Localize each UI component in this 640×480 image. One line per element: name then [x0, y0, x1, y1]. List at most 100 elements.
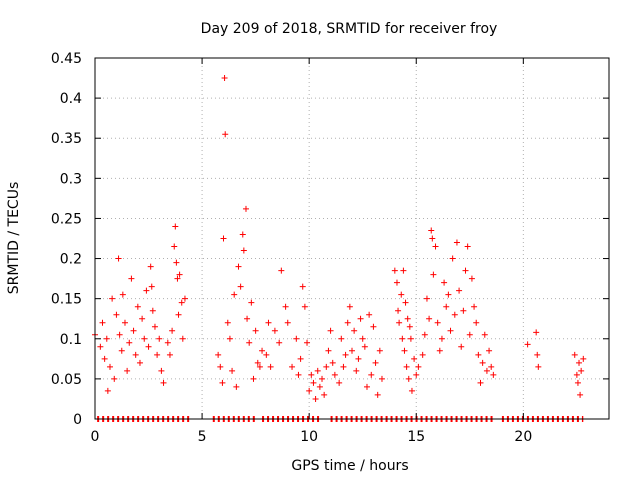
- y-tick-label: 0.25: [51, 211, 82, 227]
- data-point: [308, 371, 315, 378]
- data-point: [458, 343, 465, 350]
- data-point: [101, 355, 108, 362]
- y-tick-label: 0.3: [60, 171, 82, 187]
- data-point: [415, 363, 422, 370]
- data-point: [293, 335, 300, 342]
- data-point: [111, 375, 118, 382]
- x-tick-label: 5: [198, 429, 207, 445]
- data-point: [179, 335, 186, 342]
- data-point: [535, 363, 542, 370]
- data-point: [438, 335, 445, 342]
- data-point: [336, 379, 343, 386]
- data-point: [171, 243, 178, 250]
- data-point: [357, 315, 364, 322]
- data-point: [97, 343, 104, 350]
- data-point: [284, 319, 291, 326]
- data-point: [443, 303, 450, 310]
- data-point: [490, 371, 497, 378]
- data-point: [407, 335, 414, 342]
- data-point: [148, 283, 155, 290]
- data-point: [113, 311, 120, 318]
- y-tick-label: 0: [73, 412, 82, 428]
- data-point: [434, 319, 441, 326]
- data-point: [282, 303, 289, 310]
- data-point: [340, 363, 347, 370]
- data-point: [406, 323, 413, 330]
- data-point: [297, 355, 304, 362]
- data-point: [419, 351, 426, 358]
- data-point: [338, 335, 345, 342]
- data-point: [477, 379, 484, 386]
- data-point: [374, 391, 381, 398]
- data-point: [222, 131, 229, 138]
- data-point: [471, 303, 478, 310]
- data-point: [237, 283, 244, 290]
- data-point: [178, 299, 185, 306]
- data-point: [265, 319, 272, 326]
- data-point: [449, 255, 456, 262]
- data-point: [325, 347, 332, 354]
- data-point: [349, 347, 355, 354]
- data-point: [481, 331, 488, 338]
- data-point: [134, 303, 141, 310]
- x-axis-label: GPS time / hours: [291, 458, 408, 474]
- data-point: [361, 343, 368, 350]
- data-point: [299, 283, 306, 290]
- y-tick-label: 0.35: [51, 131, 82, 147]
- data-point: [329, 359, 336, 366]
- data-point: [436, 347, 443, 354]
- chart-title: Day 209 of 2018, SRMTID for receiver fro…: [201, 21, 498, 37]
- y-tick-labels: 0 0.05 0.1 0.15 0.2 0.25 0.3 0.35 0.4 0.45: [51, 51, 82, 428]
- data-point: [259, 347, 266, 354]
- data-point: [376, 347, 383, 354]
- data-point: [103, 335, 110, 342]
- data-point: [314, 367, 321, 374]
- data-point: [359, 335, 366, 342]
- data-point: [263, 351, 270, 358]
- data-point: [421, 331, 428, 338]
- data-point: [124, 367, 131, 374]
- data-point: [233, 383, 240, 390]
- data-point: [483, 367, 490, 374]
- data-point: [468, 275, 475, 282]
- data-point: [464, 243, 471, 250]
- data-point: [226, 335, 233, 342]
- data-point: [174, 275, 181, 282]
- data-point: [353, 367, 360, 374]
- data-point: [441, 279, 448, 286]
- data-point: [256, 363, 263, 370]
- data-point: [323, 363, 330, 370]
- data-point: [413, 371, 420, 378]
- data-point: [136, 359, 143, 366]
- data-point: [158, 367, 165, 374]
- data-point: [109, 295, 116, 302]
- data-point: [366, 311, 373, 318]
- data-point: [310, 379, 317, 386]
- data-point: [278, 267, 285, 274]
- data-point: [132, 351, 139, 358]
- x-tick-label: 15: [407, 429, 425, 445]
- data-point: [301, 303, 308, 310]
- data-point: [372, 359, 379, 366]
- data-point: [331, 371, 338, 378]
- data-point: [342, 351, 349, 358]
- data-point: [462, 267, 469, 274]
- data-point: [99, 319, 106, 326]
- data-point: [346, 303, 353, 310]
- data-point: [246, 339, 253, 346]
- data-point: [118, 347, 125, 354]
- data-point: [154, 351, 161, 358]
- data-point: [126, 339, 133, 346]
- data-point: [250, 375, 257, 382]
- data-point: [524, 341, 531, 348]
- data-point: [534, 351, 541, 358]
- y-tick-label: 0.1: [60, 332, 82, 348]
- y-axis-label: SRMTID / TECUs: [6, 182, 22, 295]
- data-point: [327, 327, 334, 334]
- data-point: [429, 235, 436, 242]
- data-point: [217, 363, 224, 370]
- y-tick-label: 0.2: [60, 252, 82, 268]
- data-point: [428, 227, 435, 234]
- y-tick-label: 0.45: [51, 51, 82, 67]
